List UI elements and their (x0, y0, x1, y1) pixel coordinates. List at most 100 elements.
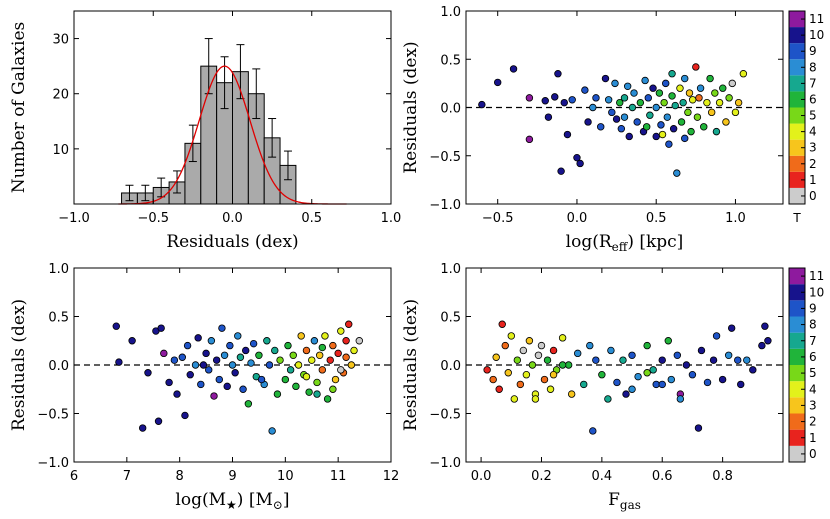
reff-point (604, 96, 613, 104)
reff-point (696, 84, 705, 92)
mstar-point (223, 382, 231, 391)
reff-point (636, 98, 645, 107)
fgas-point (604, 395, 612, 403)
reff-point (671, 101, 679, 110)
reff-point (715, 98, 724, 107)
fgas-point (734, 356, 742, 364)
mstar-point (234, 332, 242, 340)
mstar-xtick-label: 10 (277, 469, 294, 484)
reff-point (573, 153, 581, 162)
reff-point (665, 140, 673, 148)
reff-colorbar-ticklabel: 10 (809, 28, 824, 42)
mstar-point (205, 366, 213, 374)
fgas-point (764, 337, 772, 345)
fgas-colorbar-segment (789, 381, 805, 398)
reff-point (692, 63, 700, 71)
fgas-xlabel: Fgas (608, 490, 641, 512)
fgas-point (522, 371, 531, 379)
mstar-point (226, 341, 234, 350)
mstar-point (342, 337, 350, 345)
mstar-point (337, 366, 345, 374)
reff-ytick-label: 0.5 (440, 53, 461, 68)
reff-colorbar-segment (789, 107, 805, 124)
mstar-point (321, 332, 329, 340)
reff-point (641, 76, 649, 85)
mstar-point (355, 337, 363, 345)
mstar-point (329, 385, 337, 393)
fgas-point (643, 341, 651, 350)
mstar-point (144, 369, 152, 377)
histogram-xlabel: Residuals (dex) (166, 232, 298, 252)
fgas-point (543, 356, 552, 364)
fgas-colorbar-ticklabel: 1 (809, 431, 817, 445)
fgas-point (534, 351, 543, 359)
reff-point (568, 96, 576, 104)
reff-colorbar-segment (789, 27, 805, 44)
reff-xlabel-sub: eff (612, 240, 629, 254)
reff-point (560, 98, 568, 107)
reff-colorbar-segment (789, 155, 805, 172)
mstar-xtick-label: 8 (176, 469, 184, 484)
fgas-point (634, 372, 642, 381)
reff-point (676, 84, 684, 92)
fgas-point (510, 395, 519, 403)
reff-point (616, 98, 624, 107)
mstar-point (244, 400, 253, 408)
reff-point (541, 97, 549, 105)
reff-colorbar-ticklabel: 0 (809, 189, 817, 203)
fgas-point (664, 337, 672, 345)
reff-point (687, 127, 695, 136)
mstar-point (286, 366, 295, 374)
fgas-colorbar-ticklabel: 7 (809, 334, 817, 348)
fgas-point (592, 356, 600, 364)
reff-point (707, 108, 716, 117)
reff-point (662, 79, 670, 88)
fgas-point (697, 346, 706, 355)
fgas-point (607, 346, 615, 355)
reff-point (608, 108, 616, 117)
reff-point (628, 103, 637, 112)
reff-colorbar-segment (789, 91, 805, 108)
fgas-xtick-label: 0.8 (712, 469, 733, 484)
fgas-point (628, 385, 636, 393)
fgas-xtick-label: 0.0 (471, 469, 492, 484)
fgas-colorbar-segment (789, 413, 805, 430)
reff-point (633, 118, 641, 126)
histogram-ylabel: Number of Galaxies (9, 22, 29, 193)
mstar-point (345, 320, 353, 328)
reff-point (644, 94, 652, 102)
reff-point (739, 70, 748, 78)
mstar-point (313, 378, 321, 387)
fgas-ytick-label: 0.0 (440, 359, 461, 374)
reff-point (685, 89, 694, 97)
histogram-xtick-label: −0.5 (137, 211, 169, 226)
mstar-ytick-label: −1.0 (37, 456, 69, 471)
mstar-point (220, 351, 229, 359)
mstar-point (308, 356, 316, 364)
reff-point (652, 103, 660, 112)
mstar-point (128, 337, 136, 345)
mstar-point (347, 361, 356, 369)
mstar-point (236, 353, 245, 361)
fgas-point (546, 385, 555, 393)
mstar-ytick-label: 0.0 (48, 359, 69, 374)
fgas-point (724, 351, 733, 359)
reff-point (557, 167, 565, 175)
fgas-point (507, 332, 515, 340)
reff-point (601, 74, 610, 83)
reff-point (725, 94, 733, 102)
fgas-colorbar-ticklabel: 0 (809, 447, 817, 461)
reff-point (731, 108, 740, 117)
reff-point (712, 127, 721, 136)
reff-point (711, 89, 719, 97)
fgas-point (589, 427, 597, 435)
mstar-point (181, 411, 189, 420)
reff-colorbar-ticklabel: 1 (809, 173, 817, 187)
reff-point (592, 94, 600, 102)
fgas-colorbar-ticklabel: 3 (809, 398, 817, 412)
fgas-point (658, 356, 666, 364)
mstar-xlabel: log(M★) [M⊙] (175, 490, 289, 512)
mstar-point (165, 378, 173, 387)
fgas-colorbar-ticklabel: 5 (809, 366, 817, 380)
